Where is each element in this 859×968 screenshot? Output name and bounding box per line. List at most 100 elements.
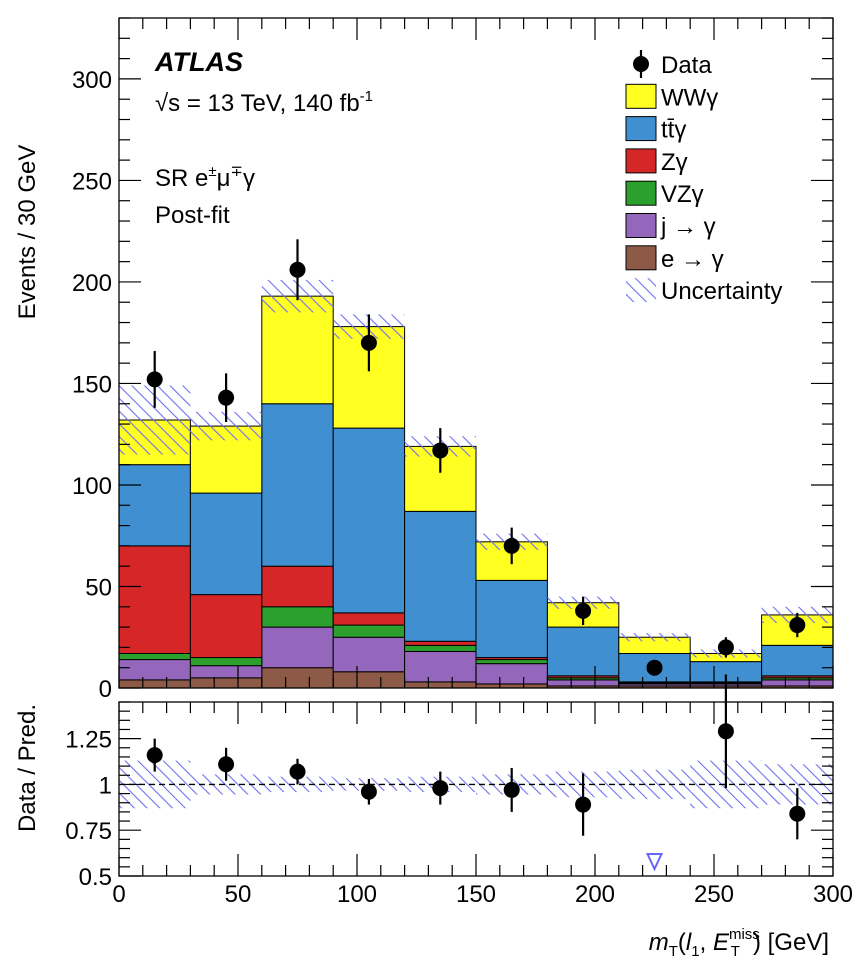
y-tick-label-0: 0 bbox=[99, 676, 112, 703]
bar-2-1 bbox=[189, 657, 263, 667]
bar-1-1 bbox=[189, 665, 263, 679]
bar-3-1 bbox=[189, 594, 263, 659]
legend-label: Zγ bbox=[661, 149, 688, 176]
data-point-8 bbox=[717, 639, 734, 656]
bar-4-2 bbox=[261, 403, 334, 567]
data-point-0 bbox=[146, 371, 163, 388]
data-point-4 bbox=[432, 442, 449, 459]
y-axis-label: Events / 30 GeV bbox=[14, 145, 41, 320]
atlas-label: ATLAS bbox=[154, 47, 243, 77]
region-label: SR e±μ∓γ bbox=[155, 163, 255, 192]
legend-label: j → γ bbox=[660, 214, 716, 241]
x-axis-label: mT(l1, Emiss T) [GeV] bbox=[649, 926, 829, 960]
bar-4-3 bbox=[332, 427, 406, 614]
legend-marker bbox=[633, 56, 649, 72]
bar-0-0 bbox=[118, 679, 191, 689]
y-tick-label-5: 250 bbox=[72, 168, 112, 195]
bar-2-3 bbox=[332, 624, 406, 638]
data-point-3 bbox=[360, 334, 377, 351]
ratio-points bbox=[146, 674, 806, 872]
bar-4-4 bbox=[404, 510, 477, 642]
legend-entry-0: Data bbox=[633, 50, 712, 79]
bar-1-2 bbox=[261, 626, 334, 669]
bar-2-4 bbox=[404, 644, 477, 652]
x-tick-label-2: 100 bbox=[337, 881, 377, 908]
legend-swatch bbox=[625, 148, 657, 174]
bar-1-3 bbox=[332, 636, 406, 673]
legend-label: WWγ bbox=[661, 84, 718, 111]
legend-entry-4: VZγ bbox=[625, 180, 704, 208]
ratio-y-tick-label-1: 0.75 bbox=[65, 818, 112, 845]
legend-label: tt̄γ bbox=[661, 117, 686, 144]
legend-label: e → γ bbox=[661, 246, 724, 273]
y-tick-label-6: 300 bbox=[72, 67, 112, 94]
data-point-5 bbox=[503, 537, 520, 554]
bar-0-1 bbox=[189, 677, 263, 689]
ratio-point-5 bbox=[503, 781, 520, 798]
legend-swatch bbox=[625, 180, 657, 206]
legend-entry-7: Uncertainty bbox=[626, 278, 782, 305]
ratio-point-8 bbox=[717, 723, 734, 740]
ratio-x-axis: 0 50 100 150 200 250 300 bbox=[112, 702, 853, 908]
ratio-uncertainty-1 bbox=[190, 774, 262, 795]
bar-3-0 bbox=[118, 545, 191, 654]
ratio-point-0 bbox=[146, 747, 163, 764]
offscale-arrow-marker bbox=[645, 853, 664, 872]
data-point-6 bbox=[575, 602, 592, 619]
bar-1-0 bbox=[118, 659, 191, 681]
x-tick-label-3: 150 bbox=[456, 881, 496, 908]
ratio-point-2 bbox=[289, 763, 306, 780]
uncertainty-band-7 bbox=[618, 633, 691, 642]
legend: Data WWγ tt̄γ Zγ VZγ j → γ e → γ Uncertainty bbox=[625, 50, 782, 305]
bar-3-4 bbox=[404, 640, 477, 646]
legend-swatch-hatch bbox=[626, 278, 656, 303]
y-tick-label-1: 50 bbox=[85, 574, 112, 601]
ratio-point-4 bbox=[432, 780, 449, 797]
legend-label: Uncertainty bbox=[661, 278, 782, 305]
main-x-axis bbox=[118, 18, 834, 688]
ratio-point-9 bbox=[789, 805, 806, 822]
bar-1-6 bbox=[546, 679, 620, 687]
y-tick-label-4: 200 bbox=[72, 270, 112, 297]
data-point-2 bbox=[289, 261, 306, 278]
x-tick-label-6: 300 bbox=[813, 881, 853, 908]
x-tick-label-0: 0 bbox=[112, 881, 125, 908]
fit-label: Post-fit bbox=[155, 202, 230, 229]
legend-swatch bbox=[625, 245, 657, 271]
ratio-y-tick-label-3: 1.25 bbox=[65, 727, 112, 754]
legend-entry-3: Zγ bbox=[625, 148, 688, 176]
legend-entry-5: j → γ bbox=[625, 213, 716, 241]
bar-3-3 bbox=[332, 612, 406, 626]
bar-0-2 bbox=[261, 667, 334, 689]
legend-entry-2: tt̄γ bbox=[625, 116, 686, 144]
x-tick-label-5: 250 bbox=[694, 881, 734, 908]
bar-2-2 bbox=[261, 606, 334, 628]
legend-label: Data bbox=[661, 52, 712, 79]
ratio-panel: 0.5 0.75 1 1.25 0 50 100 150 200 250 300 Data / P… bbox=[14, 674, 853, 960]
legend-label: VZγ bbox=[661, 181, 704, 208]
x-tick-label-4: 200 bbox=[575, 881, 615, 908]
main-y-axis: 0 50 100 150 200 250 300 bbox=[72, 17, 833, 703]
bar-3-2 bbox=[261, 565, 334, 608]
bar-1-5 bbox=[475, 663, 548, 685]
ratio-y-axis-label: Data / Pred. bbox=[14, 704, 41, 832]
data-point-9 bbox=[789, 617, 806, 634]
bar-4-6 bbox=[546, 626, 620, 677]
stack-layer bbox=[118, 295, 834, 689]
data-point-1 bbox=[218, 389, 235, 406]
data-points bbox=[146, 239, 806, 676]
legend-entry-6: e → γ bbox=[625, 245, 724, 273]
bar-4-5 bbox=[475, 579, 548, 659]
y-tick-label-3: 150 bbox=[72, 371, 112, 398]
ratio-y-axis: 0.5 0.75 1 1.25 bbox=[65, 701, 833, 891]
ratio-point-1 bbox=[218, 756, 235, 773]
bar-2-5 bbox=[475, 659, 548, 665]
bar-0-4 bbox=[404, 681, 477, 689]
ratio-point-6 bbox=[575, 796, 592, 813]
legend-swatch bbox=[625, 116, 657, 142]
ratio-point-3 bbox=[360, 783, 377, 800]
bar-4-9 bbox=[761, 644, 834, 677]
main-panel: 0 50 100 150 200 250 300 Events / 30 GeV ATLAS… bbox=[14, 17, 834, 703]
bar-2-0 bbox=[118, 652, 191, 661]
